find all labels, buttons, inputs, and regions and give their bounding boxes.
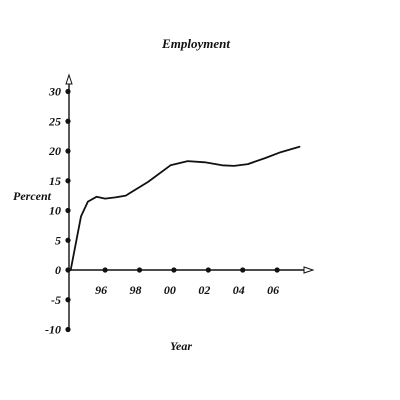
y-tick-mark <box>65 267 71 273</box>
y-tick-mark <box>65 297 71 303</box>
x-tick-mark <box>240 267 246 273</box>
y-tick-mark <box>65 207 71 214</box>
x-axis-title: Year <box>170 339 192 353</box>
y-tick-label: 25 <box>48 114 61 128</box>
x-tick-label: 06 <box>267 283 279 297</box>
x-tick-label: 96 <box>95 283 107 297</box>
x-tick-mark <box>136 267 143 273</box>
x-tick-label: 04 <box>233 283 245 297</box>
x-tick-mark <box>171 267 177 273</box>
x-tick-mark <box>102 267 108 273</box>
series-layer <box>69 145 301 271</box>
x-tick-label: 02 <box>198 283 210 297</box>
x-tick-label: 00 <box>164 283 176 297</box>
chart-title: Employment <box>161 36 230 51</box>
y-tick-label: 20 <box>48 144 61 158</box>
y-tick-label: -10 <box>45 323 61 337</box>
series-line <box>69 145 301 271</box>
y-tick-label: 5 <box>55 233 61 247</box>
x-tick-mark <box>274 267 280 273</box>
x-tick-mark <box>205 267 211 273</box>
y-tick-mark <box>65 178 71 184</box>
y-axis-title: Percent <box>13 189 52 203</box>
y-axis-arrowhead <box>65 73 73 85</box>
x-tick-label: 98 <box>130 283 142 297</box>
y-tick-label: 30 <box>48 85 61 99</box>
x-axis-arrowhead <box>303 266 315 274</box>
y-tick-mark <box>65 326 71 333</box>
y-tick-mark <box>65 88 71 95</box>
y-tick-mark <box>65 148 71 154</box>
y-tick-label: 10 <box>49 204 61 218</box>
y-tick-label: 0 <box>55 263 61 277</box>
y-tick-mark <box>65 118 71 124</box>
ticks-layer: -10 -5 0 5 10 15 20 25 30 96 98 00 02 04 06 <box>45 85 280 337</box>
y-tick-label: -5 <box>51 293 61 307</box>
y-tick-mark <box>65 237 71 243</box>
y-tick-label: 15 <box>49 174 61 188</box>
